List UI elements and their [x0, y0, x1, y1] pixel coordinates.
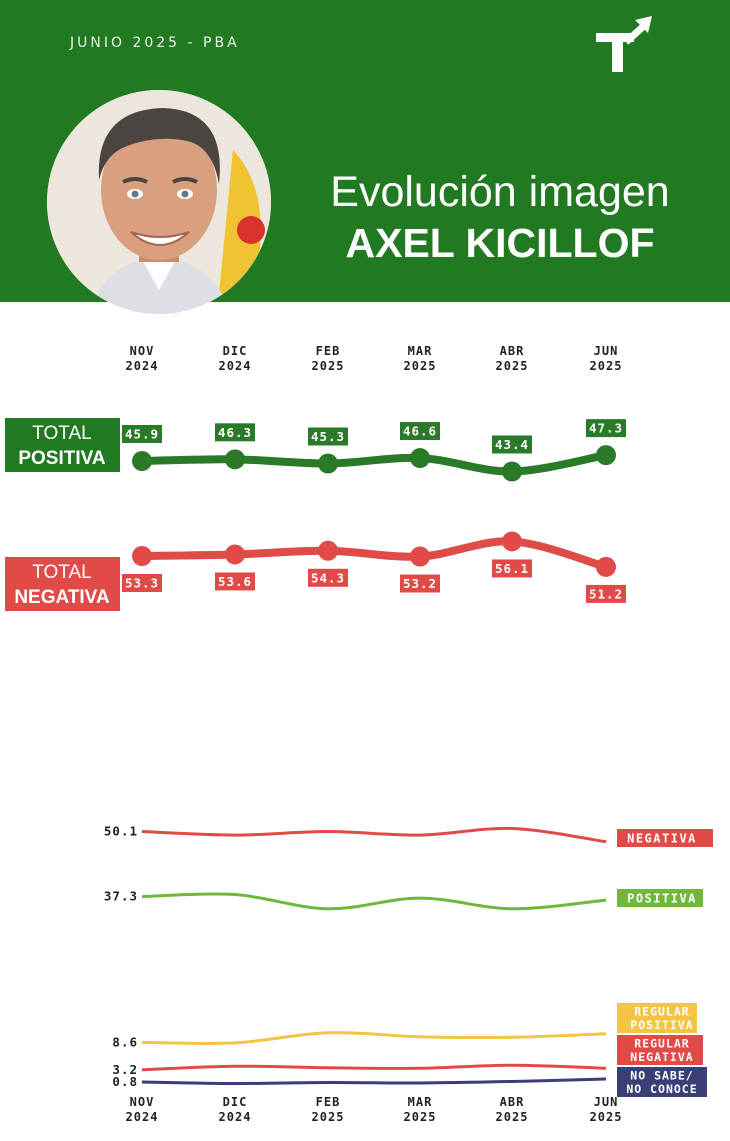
portrait-photo [47, 90, 271, 314]
x-tick-top-month: MAR [408, 344, 433, 358]
x-tick-top-year: 2025 [312, 359, 345, 373]
data-label: 53.2 [403, 576, 437, 591]
series-line [141, 1077, 607, 1086]
series-name-box [617, 1003, 697, 1033]
data-label-box [492, 559, 532, 578]
legend-box [5, 418, 120, 472]
x-tick-top-month: ABR [500, 344, 525, 358]
data-label-box [400, 422, 440, 441]
title-line-2: AXEL KICILLOF [345, 220, 655, 266]
series-line [138, 537, 610, 571]
data-label: 45.9 [125, 427, 159, 442]
data-point [318, 453, 338, 474]
data-label-box [122, 574, 162, 592]
data-point [502, 461, 522, 482]
series-name-label: NEGATIVA [627, 832, 697, 846]
date-region-kicker: JUNIO 2025 - PBA [70, 35, 240, 51]
x-tick-bottom-month: NOV [130, 1095, 155, 1109]
legend-label-line2: NEGATIVA [14, 587, 110, 608]
series-name-label-line2: POSITIVA [630, 1018, 693, 1032]
x-tick-bottom-year: 2024 [219, 1110, 252, 1124]
x-tick-top-month: JUN [594, 344, 619, 358]
legend-label-line2: POSITIVA [18, 448, 106, 469]
data-label: 46.6 [403, 424, 437, 439]
x-tick-top-year: 2025 [590, 359, 623, 373]
x-tick-top-year: 2024 [219, 359, 252, 373]
data-point [596, 556, 616, 577]
data-point [596, 445, 616, 466]
series-line [141, 1063, 607, 1072]
legend-label-line1: TOTAL [32, 562, 91, 583]
x-tick-top-year: 2025 [496, 359, 529, 373]
series-name-label-line2: NEGATIVA [630, 1050, 693, 1064]
x-tick-bottom-month: FEB [316, 1095, 341, 1109]
data-point [410, 546, 430, 567]
x-tick-bottom-month: JUN [594, 1095, 619, 1109]
data-label-box [586, 419, 626, 438]
data-label-box [400, 574, 440, 593]
data-point [410, 448, 430, 469]
data-point [225, 544, 245, 565]
data-label: 43.4 [495, 437, 529, 452]
data-label-box [492, 435, 532, 454]
x-tick-bottom-month: MAR [408, 1095, 433, 1109]
data-label: 47.3 [589, 421, 623, 436]
x-tick-bottom-year: 2025 [404, 1110, 437, 1124]
series-name-box [617, 889, 703, 907]
data-label: 45.3 [311, 429, 345, 444]
data-label: 53.3 [125, 576, 159, 591]
x-tick-top-month: NOV [130, 344, 155, 358]
x-tick-bottom-month: ABR [500, 1095, 525, 1109]
series-line [138, 451, 610, 476]
data-point [225, 449, 245, 470]
x-tick-bottom-month: DIC [223, 1095, 248, 1109]
x-tick-bottom-year: 2025 [590, 1110, 623, 1124]
series-line [141, 892, 607, 911]
series-name-label-line2: NO CONOCE [626, 1082, 697, 1096]
x-tick-bottom-year: 2025 [312, 1110, 345, 1124]
series-name-label-line1: NO SABE/ [630, 1069, 693, 1083]
series-name-box [617, 829, 713, 847]
first-value-label: 8.6 [112, 1034, 138, 1049]
first-value-label: 3.2 [112, 1062, 138, 1077]
data-label: 51.2 [589, 586, 623, 601]
first-value-label: 50.1 [104, 824, 138, 839]
data-label-box [122, 425, 162, 443]
data-label-box [215, 423, 255, 442]
first-value-label: 0.8 [112, 1074, 138, 1089]
series-name-box [617, 1067, 707, 1097]
data-point [318, 540, 338, 561]
header-banner: JUNIO 2025 - PBA Evolución imagen AXEL K… [0, 0, 730, 314]
series-line [141, 1031, 607, 1045]
data-point [132, 451, 152, 471]
data-label: 54.3 [311, 570, 345, 585]
x-tick-bottom-year: 2025 [496, 1110, 529, 1124]
title-line-1: Evolución imagen [330, 168, 670, 216]
first-value-label: 37.3 [104, 889, 138, 904]
data-label: 53.6 [218, 574, 252, 589]
series-line [141, 826, 607, 844]
arrow-up-right-t-logo-icon [596, 16, 652, 72]
data-label: 56.1 [495, 561, 529, 576]
legend-label-line1: TOTAL [32, 423, 91, 444]
series-name-label: POSITIVA [627, 892, 697, 906]
data-label-box [308, 568, 348, 587]
x-tick-top-month: DIC [223, 344, 248, 358]
x-tick-top-month: FEB [316, 344, 341, 358]
series-name-label-line1: REGULAR [634, 1037, 689, 1051]
series-name-label-line1: REGULAR [634, 1005, 689, 1019]
data-point [132, 546, 152, 566]
chart-area: NOV2024DIC2024FEB2025MAR2025ABR2025JUN20… [5, 344, 713, 1124]
x-tick-bottom-year: 2024 [126, 1110, 159, 1124]
data-label: 46.3 [218, 425, 252, 440]
data-label-box [586, 584, 626, 603]
data-label-box [215, 572, 255, 591]
x-tick-top-year: 2024 [126, 359, 159, 373]
data-label-box [308, 427, 348, 446]
data-point [502, 531, 522, 552]
legend-box [5, 557, 120, 611]
x-tick-top-year: 2025 [404, 359, 437, 373]
series-name-box [617, 1035, 703, 1065]
